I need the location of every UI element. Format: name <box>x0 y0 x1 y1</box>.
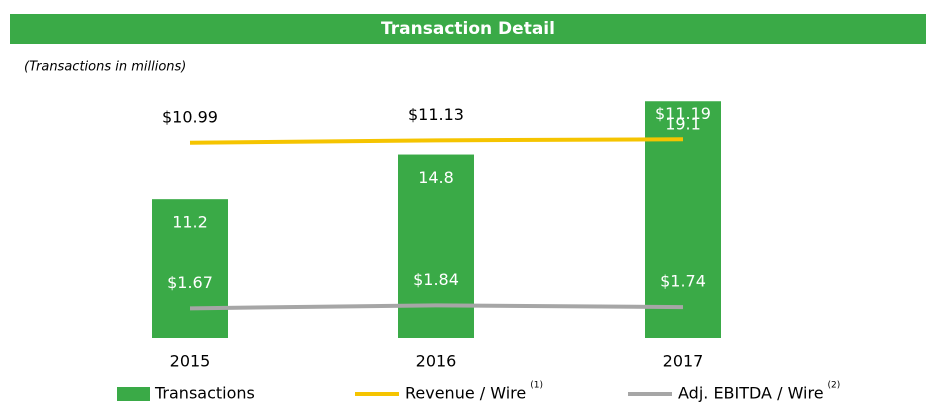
line <box>189 303 684 311</box>
legend-note: (1) <box>530 381 543 391</box>
line-value-label: $1.74 <box>660 272 706 291</box>
line-value-label: $11.13 <box>408 105 464 124</box>
legend-label: Adj. EBITDA / Wire <box>678 384 824 403</box>
bar <box>645 101 721 338</box>
bar-value-label: 11.2 <box>172 213 208 232</box>
chart-title: Transaction Detail <box>381 19 555 39</box>
bar <box>152 199 228 338</box>
line-value-label: $1.67 <box>167 273 213 292</box>
bar-value-label: 19.1 <box>665 115 701 134</box>
legend-label: Transactions <box>154 384 255 403</box>
line <box>189 137 684 145</box>
x-tick-label: 2015 <box>170 352 211 371</box>
line-value-label: $11.19 <box>655 104 711 123</box>
legend-swatch <box>117 387 150 401</box>
x-tick-label: 2016 <box>416 352 457 371</box>
x-tick-label: 2017 <box>663 352 704 371</box>
line-value-label: $10.99 <box>162 107 218 126</box>
legend-label: Revenue / Wire <box>405 384 526 403</box>
title-banner <box>10 14 926 44</box>
subtitle: (Transactions in millions) <box>24 60 186 75</box>
legend-note: (2) <box>828 381 841 391</box>
bar-value-label: 14.8 <box>418 168 454 187</box>
line-value-label: $1.84 <box>413 270 459 289</box>
